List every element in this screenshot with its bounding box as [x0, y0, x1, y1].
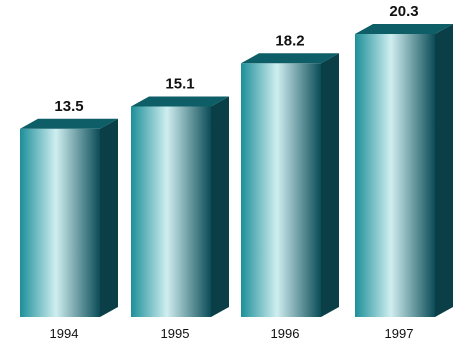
- bar-1997: [355, 24, 453, 317]
- bar-front-1994: [20, 128, 100, 317]
- bar-side-1994: [100, 118, 118, 317]
- x-tick-label-1997: 1997: [385, 326, 414, 341]
- value-labels-layer: 13.5 15.1 18.2 20.3: [54, 3, 418, 115]
- x-tick-label-1995: 1995: [161, 326, 190, 341]
- x-tick-labels: 1994 1995 1996 1997: [50, 326, 414, 341]
- bar-1994: [20, 118, 118, 317]
- value-label-1995: 15.1: [165, 75, 194, 92]
- value-label-1996: 18.2: [275, 32, 304, 49]
- value-label-1994: 13.5: [54, 98, 83, 115]
- bar-top-1995: [131, 96, 229, 107]
- bar-front-1995: [131, 106, 211, 317]
- bar-side-1995: [211, 96, 229, 317]
- bar-top-1994: [20, 118, 118, 129]
- bar-front-1996: [241, 63, 321, 317]
- x-tick-label-1994: 1994: [50, 326, 79, 341]
- x-tick-label-1996: 1996: [271, 326, 300, 341]
- value-label-1997: 20.3: [389, 3, 418, 20]
- bar-side-1996: [321, 53, 339, 317]
- bar-top-1997: [355, 24, 453, 34]
- bar-top-1996: [241, 53, 339, 64]
- bar-side-1997: [435, 24, 453, 317]
- bar-front-1997: [355, 34, 435, 317]
- bar-1995: [131, 96, 229, 317]
- bar-1996: [241, 53, 339, 317]
- bars-layer: [20, 24, 453, 317]
